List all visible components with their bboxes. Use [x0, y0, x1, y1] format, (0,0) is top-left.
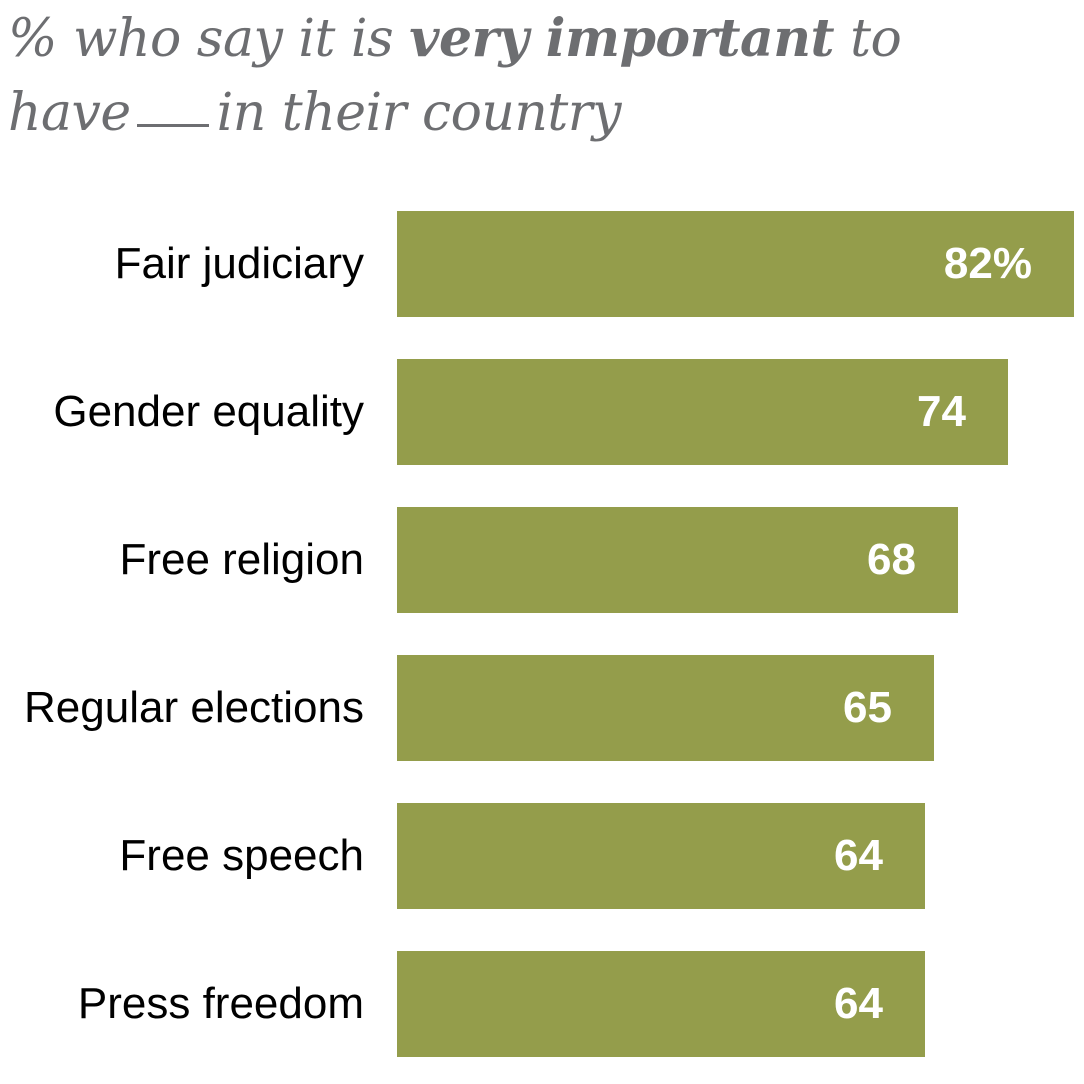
bar-value-label: 64 — [834, 979, 883, 1028]
title-blank — [136, 124, 209, 128]
bar-value-label: 82% — [943, 239, 1032, 288]
category-label: Free religion — [119, 535, 364, 584]
bar-value-label: 68 — [867, 535, 916, 584]
bar — [397, 951, 925, 1057]
bar — [397, 211, 1074, 317]
title-line2-end: in their country — [216, 83, 622, 143]
chart-title: % who say it is very important to have in … — [8, 2, 1068, 150]
category-label: Free speech — [119, 831, 364, 880]
bar-row: Free speech 64 — [0, 803, 1084, 909]
category-label: Fair judiciary — [114, 239, 364, 288]
bar — [397, 655, 934, 761]
category-label: Gender equality — [53, 387, 364, 436]
bar — [397, 507, 958, 613]
category-label: Regular elections — [24, 683, 364, 732]
bar — [397, 803, 925, 909]
bar-value-label: 74 — [917, 387, 966, 436]
bar-value-label: 65 — [843, 683, 892, 732]
bar-row: Regular elections 65 — [0, 655, 1084, 761]
bar-row: Gender equality 74 — [0, 359, 1084, 465]
bar-row: Free religion 68 — [0, 507, 1084, 613]
title-part-2: to — [834, 9, 902, 69]
bar-row: Press freedom 64 — [0, 951, 1084, 1057]
title-part-1: % who say it is — [8, 9, 410, 69]
bar-value-label: 64 — [834, 831, 883, 880]
title-emphasis: very important — [409, 8, 835, 69]
bar-row: Fair judiciary 82% — [0, 211, 1084, 317]
bar — [397, 359, 1008, 465]
title-line2-start: have — [8, 83, 131, 143]
category-label: Press freedom — [77, 979, 364, 1028]
